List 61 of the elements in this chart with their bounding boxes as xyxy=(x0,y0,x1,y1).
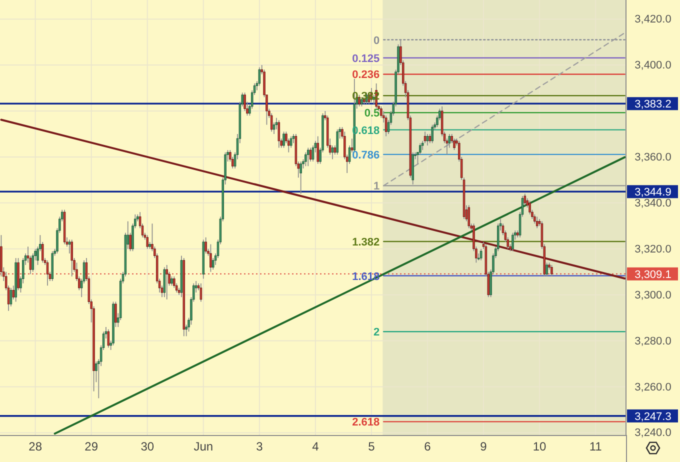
candlestick xyxy=(32,253,34,272)
candlestick xyxy=(290,136,292,148)
candlestick xyxy=(244,92,246,112)
candlestick xyxy=(114,301,117,328)
series-label: 2.618 xyxy=(352,416,380,429)
x-tick-label: 10 xyxy=(532,440,547,454)
candlestick xyxy=(210,244,212,272)
x-tick-label: 28 xyxy=(28,440,42,454)
y-tick-label: 3,360.0 xyxy=(634,151,672,164)
x-tick-label: 9 xyxy=(480,440,488,454)
candlestick xyxy=(10,287,12,307)
ref-line-label: 3,247.3 xyxy=(634,410,672,423)
candlestick xyxy=(146,234,148,250)
candlestick xyxy=(380,106,382,118)
candlestick xyxy=(278,120,280,148)
series-label: 0.786 xyxy=(352,149,380,162)
candlestick xyxy=(163,266,166,298)
candlestick xyxy=(282,131,285,148)
candlestick xyxy=(170,276,173,286)
candlestick xyxy=(200,282,202,302)
x-tick-label: 11 xyxy=(589,440,602,454)
y-tick-label: 3,300.0 xyxy=(634,289,672,302)
series-label: 1 xyxy=(374,180,380,193)
series-label: 0.125 xyxy=(352,52,380,65)
y-tick-label: 3,260.0 xyxy=(634,381,672,394)
candlestick xyxy=(312,145,314,162)
x-tick-label: 29 xyxy=(84,440,98,454)
x-tick-label: Jun xyxy=(194,440,214,454)
candlestick xyxy=(300,161,302,194)
candlestick xyxy=(316,136,319,164)
candlestick xyxy=(336,128,338,156)
series-label: 1.382 xyxy=(352,236,380,249)
x-tick-label: 30 xyxy=(140,440,154,454)
x-tick-label: 6 xyxy=(424,440,432,454)
candlestick xyxy=(70,239,73,277)
y-tick-label: 3,240.0 xyxy=(634,427,672,440)
ref-line-label: 3,344.9 xyxy=(634,186,672,199)
x-tick-label: 5 xyxy=(368,440,376,454)
series-label: 0 xyxy=(374,34,380,47)
candlestick xyxy=(258,66,261,86)
ref-line-label: 3,383.2 xyxy=(634,98,672,111)
y-tick-label: 3,320.0 xyxy=(634,243,672,256)
candlestick xyxy=(307,147,310,167)
y-tick-label: 3,400.0 xyxy=(634,60,672,72)
series-label: 2 xyxy=(374,326,380,339)
candlestick xyxy=(107,328,110,348)
series-label: 0.5 xyxy=(364,108,380,120)
ref-line-label: 3,309.1 xyxy=(634,268,672,281)
candlestick xyxy=(270,112,273,132)
series-label: 0.382 xyxy=(352,90,380,103)
candlestick xyxy=(46,260,49,286)
y-tick-label: 3,340.0 xyxy=(634,197,672,210)
candlestick xyxy=(304,152,307,167)
x-tick-label: 3 xyxy=(256,440,264,454)
y-tick-label: 3,280.0 xyxy=(634,335,672,348)
series-label: 0.236 xyxy=(352,69,380,82)
y-tick-label: 3,420.0 xyxy=(634,14,672,26)
candlestick xyxy=(309,147,312,162)
candlestick xyxy=(166,264,168,300)
candlestick xyxy=(173,276,176,288)
x-tick-label: 4 xyxy=(312,440,320,454)
